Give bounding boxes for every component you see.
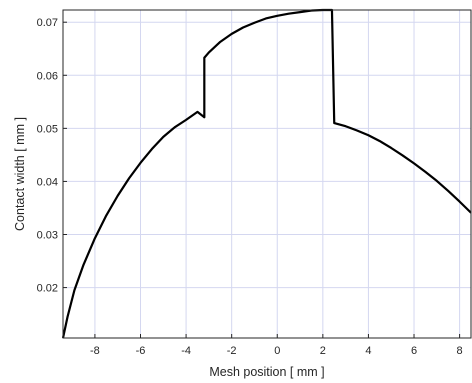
series-line	[61, 8, 472, 339]
y-tick-label: 0.04	[37, 176, 58, 188]
plot-frame	[62, 9, 472, 339]
y-tick-label: 0.03	[37, 230, 58, 242]
x-tick-label: -2	[227, 345, 237, 357]
x-tick-label: 0	[274, 345, 280, 357]
y-tick-label: 0.06	[37, 70, 58, 82]
y-axis-title: Contact width [ mm ]	[13, 117, 27, 231]
x-tick-label: 2	[320, 345, 326, 357]
x-tick-label: -4	[181, 345, 191, 357]
x-axis-title: Mesh position [ mm ]	[209, 365, 324, 379]
y-tick-label: 0.02	[37, 283, 58, 295]
y-axis-ticks: 0.02 0.03 0.04 0.05 0.06 0.07	[37, 17, 67, 295]
x-axis-ticks: -8 -6 -4 -2 0 2 4 6 8	[90, 334, 463, 357]
x-tick-label: 4	[365, 345, 371, 357]
x-tick-label: -6	[136, 345, 146, 357]
x-tick-label: 6	[411, 345, 417, 357]
y-tick-label: 0.07	[37, 17, 58, 29]
x-tick-label: -8	[90, 345, 100, 357]
grid-lines	[63, 10, 471, 338]
y-tick-label: 0.05	[37, 123, 58, 135]
x-tick-label: 8	[457, 345, 463, 357]
